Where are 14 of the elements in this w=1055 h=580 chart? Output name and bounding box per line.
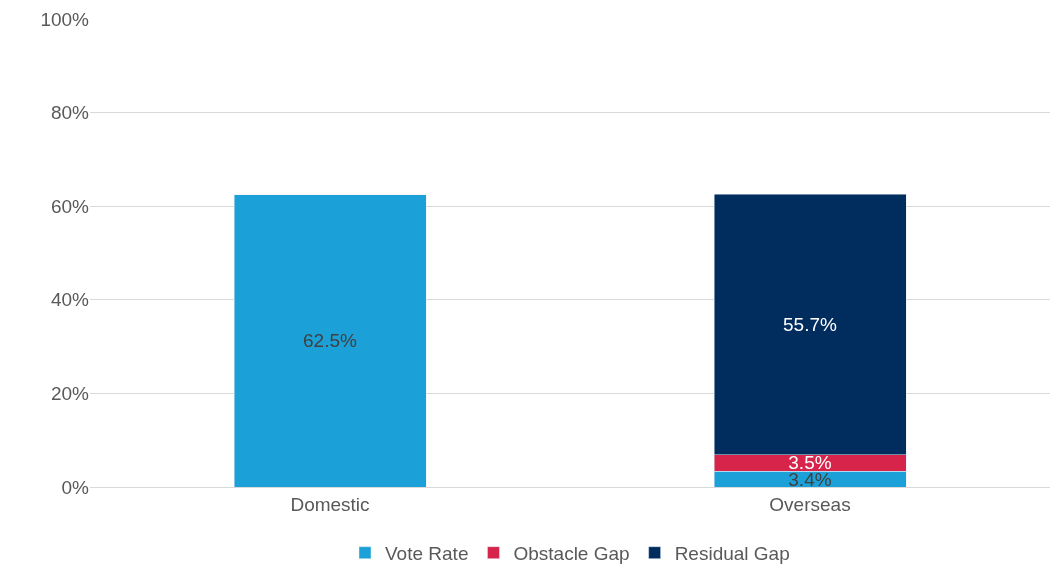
x-tick-label: Domestic <box>290 493 370 515</box>
data-label: 62.5% <box>303 330 357 352</box>
bar <box>233 194 427 487</box>
x-tick-label: Overseas <box>769 493 851 515</box>
y-tick-label: 0% <box>61 476 90 498</box>
y-tick-label: 40% <box>50 289 90 311</box>
y-tick-label: 20% <box>50 383 90 405</box>
legend-label: Vote Rate <box>385 543 469 565</box>
legend-label: Residual Gap <box>674 543 790 565</box>
y-tick-label: 80% <box>50 102 90 124</box>
y-tick-label: 100% <box>40 8 90 30</box>
legend-label: Obstacle Gap <box>513 543 630 565</box>
y-tick-label: 60% <box>50 195 90 217</box>
data-label: 55.7% <box>783 313 837 335</box>
